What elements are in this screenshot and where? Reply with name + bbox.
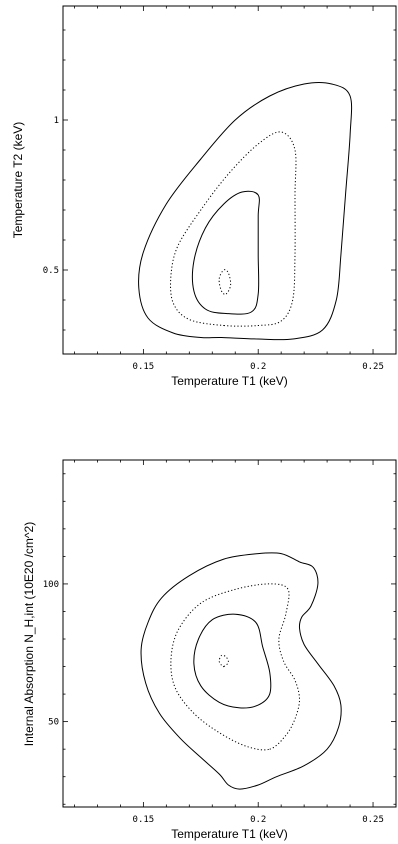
top-contour-4: [218, 269, 232, 295]
bottom-contour-3: [193, 613, 272, 709]
top-x-axis-label: Temperature T1 (keV): [171, 374, 288, 388]
bottom-contour-1: [140, 552, 342, 790]
bottom-y-tick-label: 100: [43, 580, 59, 590]
bottom-chart-marks: 0.15 0.2 0.25 50 100: [43, 460, 396, 825]
top-plot-frame: [62, 5, 397, 355]
bottom-y-axis-label: Internal Absorption N_H,int (10E20 /cm^2…: [22, 522, 36, 746]
bottom-y-tick-label: 50: [48, 718, 59, 728]
bottom-x-tick-label: 0.2: [250, 815, 266, 825]
bottom-x-tick-label: 0.15: [133, 815, 155, 825]
top-x-tick-label: 0.15: [133, 362, 155, 372]
top-y-tick-label: 1: [54, 116, 59, 126]
top-panel: 0.15 0.2 0.25 0.5 1 Temperature T1 (keV) Tem…: [11, 5, 397, 388]
bottom-x-tick-label: 0.25: [362, 815, 384, 825]
top-chart-marks: 0.15 0.2 0.25 0.5 1: [43, 6, 396, 372]
top-contour-1: [138, 82, 353, 341]
top-y-tick-label: 0.5: [43, 266, 59, 276]
bottom-contour-2: [170, 583, 301, 751]
top-contour-3: [191, 190, 260, 315]
top-y-axis-label: Temperature T2 (keV): [11, 122, 25, 239]
bottom-panel: 0.15 0.2 0.25 50 100 Temperature T1 (keV) In…: [22, 459, 397, 841]
top-x-tick-label: 0.2: [250, 362, 266, 372]
bottom-contour-4: [218, 654, 229, 668]
bottom-x-axis-label: Temperature T1 (keV): [171, 827, 288, 841]
bottom-plot-frame: [62, 459, 397, 808]
top-x-tick-label: 0.25: [362, 362, 384, 372]
top-contour-2: [170, 131, 297, 327]
